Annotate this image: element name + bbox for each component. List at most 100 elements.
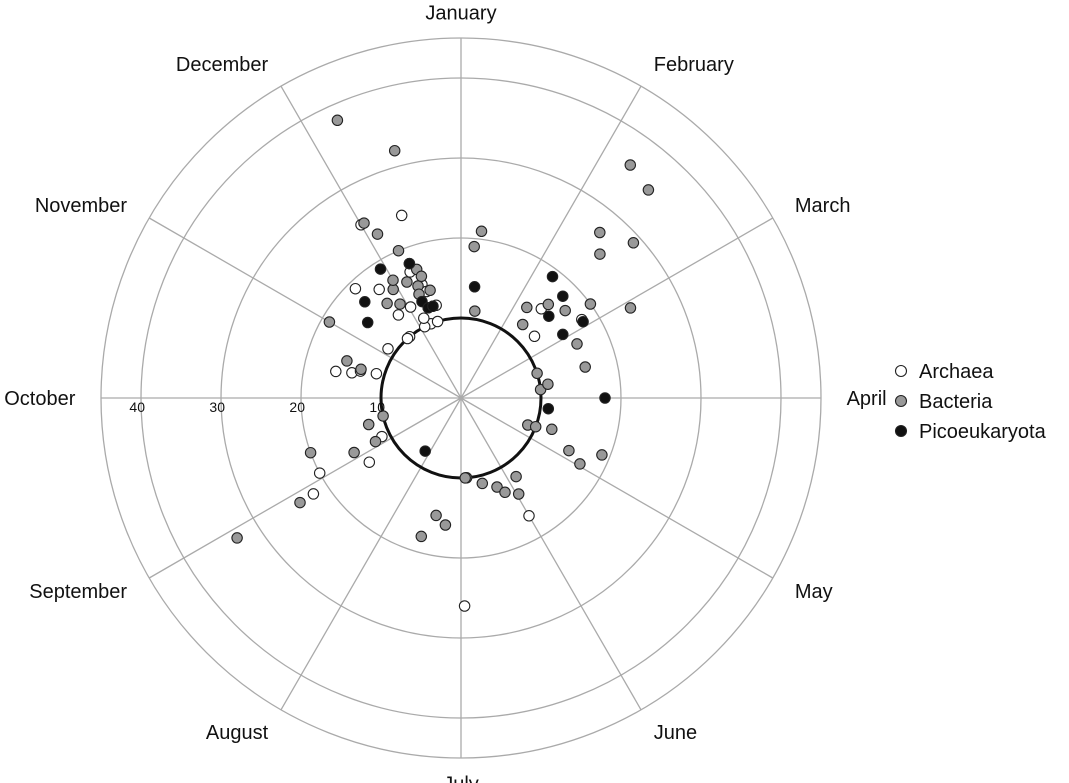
radial-tick-label: 40 [129, 399, 145, 415]
data-points [231, 114, 655, 612]
point-archaea [404, 301, 417, 313]
month-label-february: February [654, 54, 734, 76]
point-bacteria [355, 363, 367, 376]
point-bacteria [371, 228, 384, 240]
spoke-gridline [460, 85, 642, 399]
spoke-gridline [280, 397, 462, 711]
radial-tick-label: 10 [369, 399, 385, 415]
point-archaea [418, 312, 430, 324]
month-label-september: September [29, 581, 127, 603]
point-bacteria [542, 298, 555, 311]
point-bacteria [642, 184, 655, 196]
point-picoeukaryota [543, 310, 555, 322]
point-picoeukaryota [557, 328, 569, 341]
point-picoeukaryota [374, 263, 387, 275]
point-picoeukaryota [599, 392, 611, 404]
point-bacteria [594, 248, 606, 260]
spoke-gridline [460, 397, 774, 579]
point-archaea [349, 282, 362, 295]
point-bacteria [304, 446, 317, 459]
point-picoeukaryota [546, 270, 559, 283]
point-bacteria [571, 338, 583, 350]
month-label-july: July [443, 774, 479, 783]
point-bacteria [512, 488, 525, 500]
point-picoeukaryota [577, 315, 589, 328]
point-bacteria [516, 318, 529, 331]
point-archaea [370, 367, 383, 380]
point-archaea [392, 309, 405, 321]
legend: Archaea Bacteria Picoeukaryota [894, 361, 1047, 443]
point-bacteria [401, 276, 413, 288]
radial-tick-label: 20 [289, 399, 305, 415]
point-bacteria [394, 298, 406, 310]
month-label-november: November [35, 195, 128, 217]
spoke-gridline [460, 217, 774, 399]
radial-tick-label: 30 [209, 399, 225, 415]
legend-marker-bacteria [894, 394, 908, 408]
point-bacteria [348, 446, 360, 459]
point-archaea [528, 330, 541, 343]
point-archaea [401, 332, 414, 345]
month-label-april: April [847, 388, 887, 410]
radial-tick-labels: 10 20 30 40 [129, 399, 385, 415]
spoke-gridline [148, 217, 462, 399]
point-picoeukaryota [361, 316, 374, 329]
legend-label-archaea: Archaea [919, 361, 994, 383]
legend-marker-picoeukaryota [894, 424, 908, 438]
month-labels: January February March April May June July Augu… [4, 2, 886, 783]
point-bacteria [574, 458, 586, 470]
spoke-gridline [280, 85, 462, 399]
point-bacteria [369, 435, 382, 448]
point-bacteria [584, 298, 597, 310]
point-bacteria [510, 470, 522, 483]
month-label-may: May [795, 581, 833, 603]
point-bacteria [546, 423, 558, 436]
point-bacteria [594, 226, 606, 239]
point-bacteria [624, 302, 637, 314]
point-archaea [431, 315, 444, 328]
point-bacteria [341, 355, 353, 367]
point-picoeukaryota [359, 296, 371, 308]
point-bacteria [468, 240, 480, 253]
point-bacteria [231, 532, 243, 544]
spoke-gridline [460, 397, 642, 711]
point-bacteria [331, 114, 344, 127]
legend-label-picoeukaryota: Picoeukaryota [919, 421, 1047, 443]
point-bacteria [476, 477, 489, 490]
point-picoeukaryota [468, 281, 481, 293]
point-bacteria [529, 420, 542, 433]
point-archaea [363, 456, 376, 468]
point-archaea [330, 365, 342, 378]
point-bacteria [388, 144, 401, 157]
legend-marker-archaea [894, 364, 908, 378]
point-picoeukaryota [542, 402, 555, 415]
point-bacteria [459, 472, 471, 484]
point-archaea [395, 209, 408, 222]
point-archaea [307, 488, 320, 500]
point-picoeukaryota [557, 290, 569, 302]
month-label-october: October [4, 388, 75, 410]
point-bacteria [469, 305, 481, 317]
point-bacteria [362, 418, 375, 431]
point-archaea [458, 600, 471, 612]
point-picoeukaryota [419, 445, 431, 457]
point-bacteria [294, 496, 306, 509]
angular-gridlines [101, 38, 821, 758]
point-archaea [382, 343, 394, 355]
point-bacteria [381, 297, 393, 310]
month-label-june: June [654, 722, 697, 744]
point-bacteria [430, 509, 442, 522]
point-bacteria [392, 244, 405, 257]
month-label-january: January [425, 2, 496, 24]
point-bacteria [542, 378, 554, 390]
point-picoeukaryota [403, 257, 416, 270]
point-bacteria [415, 270, 428, 283]
point-archaea [373, 283, 385, 296]
point-bacteria [358, 217, 370, 229]
point-bacteria [491, 481, 503, 493]
point-bacteria [579, 361, 591, 373]
point-bacteria [499, 486, 511, 499]
point-bacteria [424, 284, 436, 297]
point-bacteria [624, 159, 637, 171]
